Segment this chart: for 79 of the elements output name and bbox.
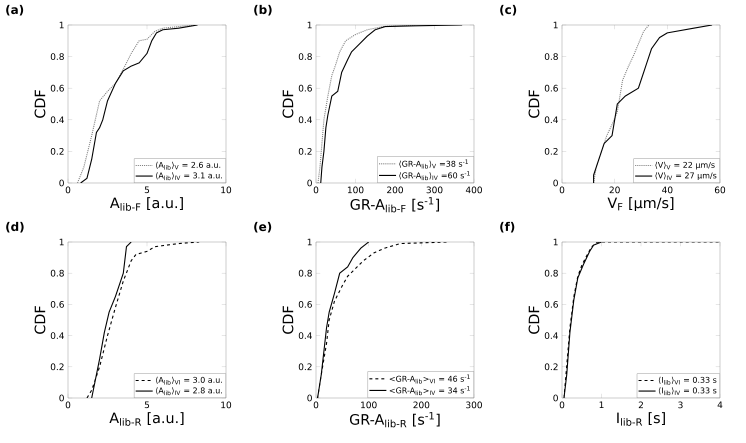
y-tick-label: 1 bbox=[308, 238, 312, 246]
x-tick-label: 1 bbox=[600, 402, 604, 408]
x-tick-label: 10 bbox=[221, 402, 232, 408]
y-tick-label: 0.8 bbox=[298, 53, 312, 60]
y-tick-label: 0.2 bbox=[50, 148, 64, 155]
y-tick-label: 0.2 bbox=[50, 363, 64, 370]
x-axis-title: GR-A$_{lib-R}$ [s$^{-1}$] bbox=[350, 412, 440, 428]
y-tick-label: 0.4 bbox=[544, 332, 558, 339]
x-axis-title: I$_{lib-R}$ [s] bbox=[617, 412, 665, 426]
y-tick-label: 0.8 bbox=[544, 53, 558, 60]
y-tick-label: 1 bbox=[308, 22, 312, 28]
y-tick-label: 0.8 bbox=[50, 270, 64, 277]
x-tick-label: 3 bbox=[678, 402, 683, 408]
y-tick-label: 0.2 bbox=[544, 148, 558, 155]
line-series bbox=[320, 24, 463, 183]
y-axis-title: CDF bbox=[34, 306, 46, 334]
y-tick-label: 0.6 bbox=[298, 84, 312, 92]
y-axis-title: CDF bbox=[528, 306, 540, 334]
y-tick-label: 0.4 bbox=[50, 116, 64, 124]
y-tick-label: 0 bbox=[59, 180, 64, 186]
y-tick-label: 0.4 bbox=[544, 116, 558, 124]
y-tick-label: 0.6 bbox=[50, 84, 64, 92]
x-tick-label: 60 bbox=[714, 186, 726, 194]
chart-title: (d) bbox=[6, 222, 24, 233]
y-tick-label: 0 bbox=[307, 180, 312, 186]
x-tick-label: 40 bbox=[662, 186, 672, 194]
y-axis-title: CDF bbox=[528, 90, 540, 118]
y-tick-label: 0.6 bbox=[544, 301, 558, 308]
x-tick-label: 0 bbox=[314, 402, 318, 408]
x-tick-label: 200 bbox=[413, 402, 430, 408]
y-tick-label: 0.8 bbox=[298, 270, 312, 277]
y-tick-label: 0.6 bbox=[50, 301, 64, 308]
y-axis-title: CDF bbox=[282, 90, 294, 118]
y-tick-label: 0.4 bbox=[50, 332, 64, 339]
chart-title: (e) bbox=[254, 222, 272, 233]
x-tick-label: 4 bbox=[718, 402, 722, 408]
chart-title: (b) bbox=[254, 4, 272, 16]
x-tick-label: 300 bbox=[466, 402, 482, 408]
x-axis-title: A$_{lib-F}$ [a.u.] bbox=[110, 197, 183, 211]
y-tick-label: 0 bbox=[553, 180, 558, 186]
x-tick-label: 100 bbox=[361, 402, 377, 408]
x-tick-label: 0 bbox=[66, 402, 70, 408]
x-tick-label: 0 bbox=[560, 186, 564, 194]
y-tick-label: 0.4 bbox=[298, 116, 312, 124]
y-tick-label: 0 bbox=[553, 394, 558, 402]
x-tick-label: 5 bbox=[144, 402, 150, 408]
chart-title: (f) bbox=[500, 222, 514, 233]
y-axis-title: CDF bbox=[34, 90, 46, 118]
y-axis-title: CDF bbox=[282, 306, 294, 334]
y-tick-label: 0.8 bbox=[50, 53, 64, 60]
x-tick-label: 0 bbox=[66, 186, 70, 194]
y-tick-label: 1 bbox=[60, 238, 64, 246]
x-tick-label: 10 bbox=[221, 186, 232, 194]
x-tick-label: 0 bbox=[314, 186, 318, 194]
y-tick-label: 0.2 bbox=[544, 363, 558, 370]
x-tick-label: 2 bbox=[638, 402, 643, 408]
y-tick-label: 0.8 bbox=[544, 270, 558, 277]
chart-title: (a) bbox=[6, 4, 24, 16]
x-tick-label: 400 bbox=[466, 186, 482, 194]
y-tick-label: 0.4 bbox=[298, 332, 312, 339]
y-tick-label: 1 bbox=[554, 22, 558, 28]
chart-title: (c) bbox=[500, 4, 516, 16]
x-tick-label: 100 bbox=[348, 186, 364, 194]
y-tick-label: 0.6 bbox=[544, 84, 558, 92]
x-axis-title: GR-A$_{lib-F}$ [s$^{-1}$] bbox=[350, 197, 440, 212]
x-axis-title: V$_{F}$ [μm/s] bbox=[608, 197, 674, 212]
x-axis-title: A$_{lib-R}$ [a.u.] bbox=[109, 412, 184, 426]
y-tick-label: 0 bbox=[59, 394, 64, 402]
y-tick-label: 1 bbox=[554, 238, 558, 246]
y-tick-label: 0.2 bbox=[298, 363, 312, 370]
x-tick-label: 200 bbox=[387, 186, 403, 194]
y-tick-label: 0.2 bbox=[298, 148, 312, 155]
x-tick-label: 20 bbox=[610, 186, 620, 194]
y-tick-label: 1 bbox=[60, 22, 64, 28]
x-tick-label: 5 bbox=[144, 186, 150, 194]
y-tick-label: 0 bbox=[307, 394, 312, 402]
x-tick-label: 0 bbox=[560, 402, 564, 408]
x-tick-label: 300 bbox=[426, 186, 442, 194]
y-tick-label: 0.6 bbox=[298, 301, 312, 308]
